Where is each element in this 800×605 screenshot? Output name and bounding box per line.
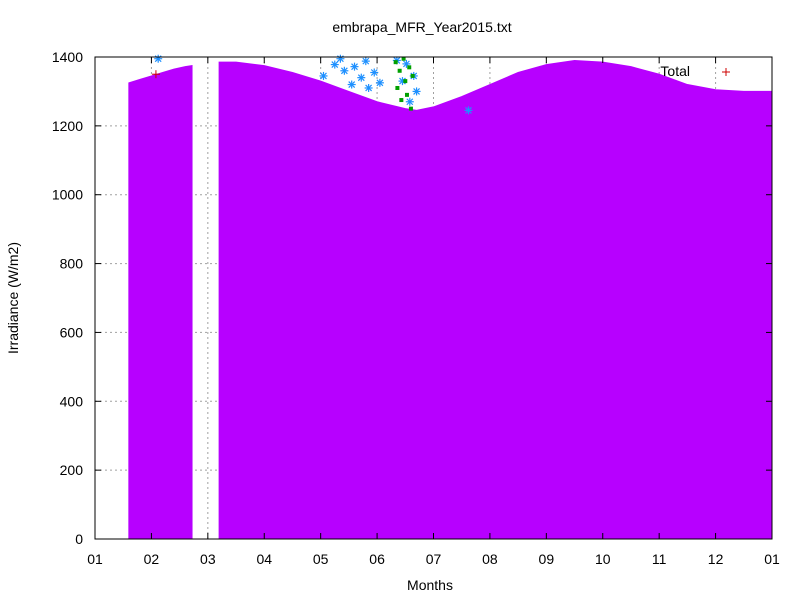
y-tick-label: 1000 <box>52 187 83 203</box>
legend-label-total: Total <box>660 63 690 79</box>
data-point-plus <box>151 70 160 79</box>
data-point-asterisk <box>336 54 345 63</box>
y-tick-label: 0 <box>75 531 83 547</box>
data-point-dot <box>403 79 408 84</box>
legend: Total <box>660 63 730 79</box>
legend-marker-plus <box>722 68 730 76</box>
data-point-asterisk <box>347 80 356 89</box>
y-tick-label: 400 <box>60 393 84 409</box>
y-tick-label: 600 <box>60 324 84 340</box>
data-point-dot <box>393 60 398 65</box>
data-point-asterisk <box>361 57 370 66</box>
data-point-asterisk <box>370 68 379 77</box>
legend-marker-symbol <box>722 68 730 76</box>
data-point-asterisk <box>340 66 349 75</box>
data-point-asterisk <box>319 71 328 80</box>
data-point-asterisk <box>364 83 373 92</box>
x-tick-label: 02 <box>144 551 160 567</box>
x-tick-label: 06 <box>369 551 385 567</box>
data-point-asterisk <box>405 97 414 106</box>
x-tick-label: 04 <box>256 551 272 567</box>
x-tick-label: 10 <box>595 551 611 567</box>
y-tick-label: 1400 <box>52 49 83 65</box>
data-point-dot <box>399 98 404 103</box>
area-segment <box>218 59 773 540</box>
data-point-dot <box>395 85 400 90</box>
y-ticks: 0 200 400 600 800 1000 1200 1400 <box>52 49 772 547</box>
data-point-asterisk <box>154 54 163 63</box>
x-axis-label: Months <box>407 577 453 593</box>
x-tick-label: 09 <box>539 551 555 567</box>
y-tick-label: 800 <box>60 256 84 272</box>
data-point-asterisk <box>357 73 366 82</box>
x-tick-label: 03 <box>200 551 216 567</box>
y-tick-label: 200 <box>60 462 84 478</box>
data-point-dot <box>407 65 412 70</box>
data-point-dot <box>408 106 413 111</box>
data-point-asterisk <box>412 87 421 96</box>
x-tick-label: 07 <box>426 551 442 567</box>
data-point-dot <box>404 92 409 97</box>
area-segment <box>128 65 193 540</box>
x-ticks: 01 02 03 04 05 06 07 08 09 10 11 12 01 <box>87 57 780 567</box>
data-point-asterisk <box>375 78 384 87</box>
x-tick-label: 05 <box>313 551 329 567</box>
chart-title: embrapa_MFR_Year2015.txt <box>332 19 511 35</box>
x-tick-label: 08 <box>482 551 498 567</box>
data-point-dot <box>401 56 406 61</box>
data-point-dot <box>410 73 415 78</box>
x-tick-label: 12 <box>708 551 724 567</box>
scatter-series <box>151 54 473 115</box>
data-point-asterisk <box>464 106 473 115</box>
x-tick-label: 11 <box>652 551 667 567</box>
data-point-dot <box>397 68 402 73</box>
area-series <box>128 59 773 540</box>
y-axis-label: Irradiance (W/m2) <box>5 242 21 354</box>
data-point-asterisk <box>350 62 359 71</box>
data-point-asterisk <box>330 60 339 69</box>
x-tick-label: 01 <box>764 551 780 567</box>
x-tick-label: 01 <box>87 551 103 567</box>
y-tick-label: 1200 <box>52 118 83 134</box>
